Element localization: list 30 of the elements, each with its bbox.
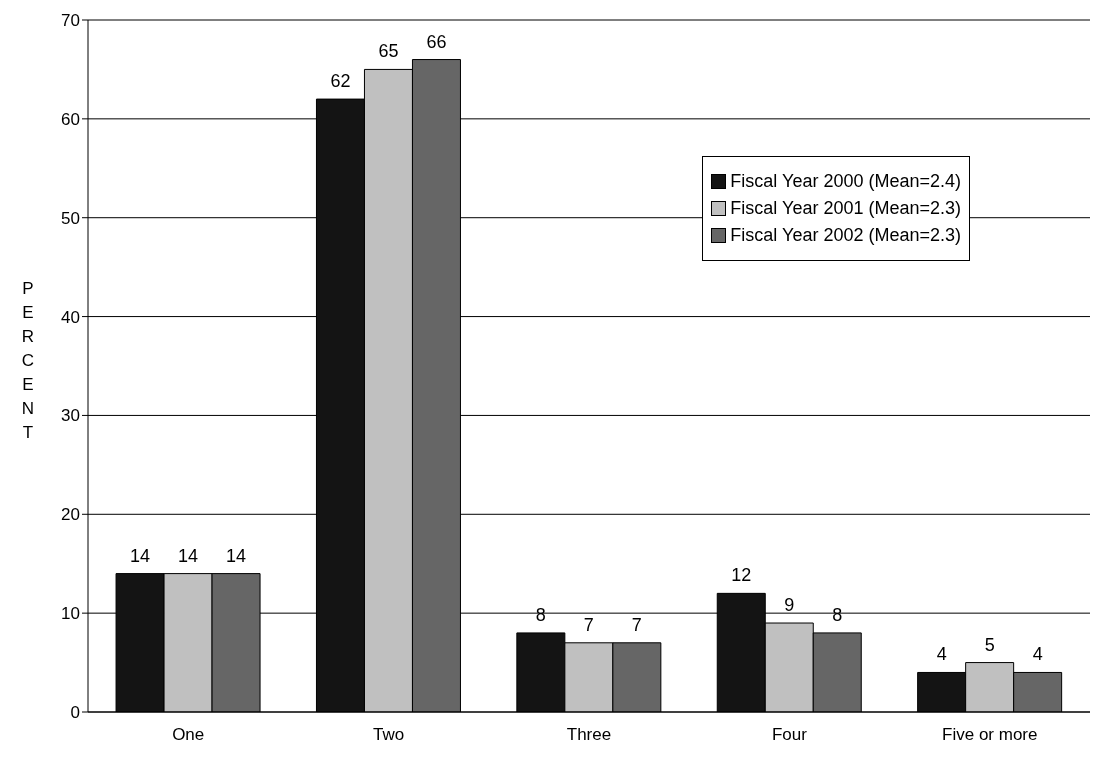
y-tick-label: 60 <box>61 109 80 129</box>
legend-label: Fiscal Year 2001 (Mean=2.3) <box>730 198 961 219</box>
data-label: 5 <box>984 634 995 655</box>
data-label: 14 <box>226 545 247 566</box>
x-tick-label: Five or more <box>942 725 1038 745</box>
data-label: 12 <box>731 565 752 586</box>
data-label: 4 <box>1032 644 1043 665</box>
data-label: 62 <box>330 71 351 92</box>
data-label: 66 <box>426 31 447 52</box>
legend-label: Fiscal Year 2000 (Mean=2.4) <box>730 171 961 192</box>
y-tick-label: 0 <box>70 703 80 723</box>
x-tick-label: One <box>172 725 205 745</box>
legend-label: Fiscal Year 2002 (Mean=2.3) <box>730 225 961 246</box>
data-label: 9 <box>784 595 795 616</box>
y-tick-label: 10 <box>61 604 80 624</box>
y-tick-label: 40 <box>61 307 80 327</box>
y-axis-title: PERCENT <box>21 279 35 442</box>
data-label: 65 <box>378 41 399 62</box>
data-label: 14 <box>130 545 151 566</box>
x-tick-label: Four <box>771 725 808 745</box>
x-tick-label: Three <box>566 725 612 745</box>
x-tick-label: Two <box>373 725 405 745</box>
y-tick-label: 20 <box>61 505 80 525</box>
y-tick-label: 30 <box>61 406 80 426</box>
data-label: 4 <box>936 644 947 665</box>
data-label: 14 <box>178 545 199 566</box>
data-label: 7 <box>631 614 642 635</box>
data-label: 7 <box>583 614 594 635</box>
y-tick-label: 70 <box>61 11 80 31</box>
y-tick-label: 50 <box>61 208 80 228</box>
